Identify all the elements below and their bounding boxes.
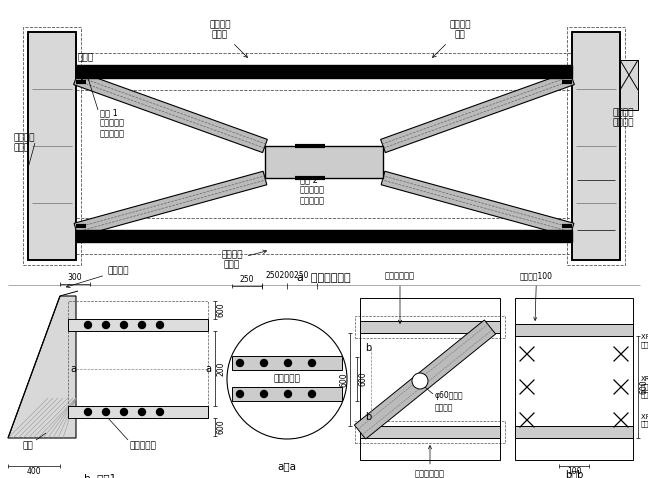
Bar	[68, 319, 208, 331]
Text: b  节点1: b 节点1	[84, 473, 116, 478]
Polygon shape	[74, 171, 267, 237]
Text: 250: 250	[240, 275, 254, 284]
Bar	[76, 53, 572, 90]
Text: 临时连接板: 临时连接板	[273, 374, 301, 383]
Text: 核心筒框
架钢管柱: 核心筒框 架钢管柱	[612, 109, 634, 128]
Circle shape	[237, 391, 244, 398]
Bar	[355, 316, 505, 338]
Circle shape	[84, 322, 91, 328]
Text: 400: 400	[27, 467, 41, 477]
Bar	[515, 298, 633, 460]
Text: a: a	[70, 364, 76, 374]
Polygon shape	[8, 296, 76, 438]
Bar	[28, 32, 76, 260]
Circle shape	[121, 409, 128, 415]
Text: 临时连接板: 临时连接板	[130, 442, 156, 450]
Bar	[572, 32, 620, 260]
Text: 伸臂桁架
下弦杆: 伸臂桁架 下弦杆	[221, 250, 266, 270]
Circle shape	[260, 391, 268, 398]
Bar	[620, 60, 638, 110]
Bar	[23, 27, 81, 265]
Bar	[68, 301, 208, 418]
Circle shape	[157, 322, 163, 328]
Bar	[76, 218, 572, 254]
Circle shape	[157, 409, 163, 415]
Circle shape	[412, 373, 428, 389]
Polygon shape	[380, 71, 574, 152]
Circle shape	[227, 319, 347, 439]
Text: 伸臂桁架
上弦杆: 伸臂桁架 上弦杆	[209, 20, 248, 57]
Text: XR 焊
后磨平: XR 焊 后磨平	[641, 413, 648, 427]
Bar	[232, 356, 342, 370]
Text: 600: 600	[216, 303, 226, 317]
Bar	[68, 406, 208, 418]
Circle shape	[284, 391, 292, 398]
Text: 100: 100	[567, 467, 581, 477]
Text: 250200250: 250200250	[265, 272, 308, 281]
Bar	[515, 426, 633, 438]
Circle shape	[237, 359, 244, 367]
Bar	[572, 32, 620, 260]
Text: 伸臂桁架弦杆: 伸臂桁架弦杆	[385, 272, 415, 324]
Text: b: b	[365, 343, 371, 353]
Text: XR 焊
后磨平: XR 焊 后磨平	[641, 334, 648, 348]
Text: φ60的销轴: φ60的销轴	[435, 391, 463, 401]
Bar	[567, 27, 625, 265]
Text: 现场焊缝: 现场焊缝	[66, 267, 130, 288]
Text: a－a: a－a	[277, 461, 297, 471]
Bar	[76, 65, 572, 78]
Bar	[515, 324, 633, 336]
Bar	[28, 32, 76, 260]
Polygon shape	[354, 320, 496, 439]
Bar	[355, 421, 505, 443]
Bar	[76, 230, 572, 242]
Polygon shape	[74, 71, 268, 152]
Circle shape	[84, 409, 91, 415]
Circle shape	[139, 322, 146, 328]
Text: 200: 200	[216, 361, 226, 376]
Text: 600: 600	[216, 420, 226, 435]
Circle shape	[308, 359, 316, 367]
Text: a  伸臂桁架剖面: a 伸臂桁架剖面	[297, 273, 351, 283]
Text: b－b: b－b	[565, 469, 583, 478]
Polygon shape	[381, 171, 574, 237]
Bar	[265, 146, 383, 178]
Bar	[360, 321, 500, 333]
Text: 600: 600	[340, 372, 349, 387]
Text: 外筒框架
钢管柱: 外筒框架 钢管柱	[13, 133, 34, 152]
Text: a: a	[205, 364, 211, 374]
Text: XR
焊后
磨平: XR 焊后 磨平	[641, 376, 648, 398]
Text: 现场连接
焊缝: 现场连接 焊缝	[432, 20, 470, 57]
Text: 柱壁: 柱壁	[23, 442, 34, 450]
Circle shape	[139, 409, 146, 415]
Circle shape	[284, 359, 292, 367]
Text: 销轴连接: 销轴连接	[435, 403, 454, 413]
Circle shape	[102, 409, 110, 415]
Bar	[360, 426, 500, 438]
Text: 600: 600	[640, 380, 648, 394]
Text: 节点 1
伸臂桁架弦
杆临时连接: 节点 1 伸臂桁架弦 杆临时连接	[100, 108, 125, 138]
Text: 现场焊缝100: 现场焊缝100	[520, 272, 553, 320]
Circle shape	[121, 322, 128, 328]
Text: 虚交点: 虚交点	[78, 54, 94, 80]
Text: 300: 300	[67, 273, 82, 282]
Circle shape	[308, 391, 316, 398]
Text: 伸臂桁架腹杆: 伸臂桁架腹杆	[415, 445, 445, 478]
Text: 600: 600	[358, 372, 367, 386]
Circle shape	[260, 359, 268, 367]
Circle shape	[102, 322, 110, 328]
Text: b: b	[365, 412, 371, 422]
Bar	[232, 387, 342, 401]
Bar	[360, 298, 500, 460]
Text: 节点 2
伸臂桁架腹
杆临时连接: 节点 2 伸臂桁架腹 杆临时连接	[300, 175, 325, 205]
